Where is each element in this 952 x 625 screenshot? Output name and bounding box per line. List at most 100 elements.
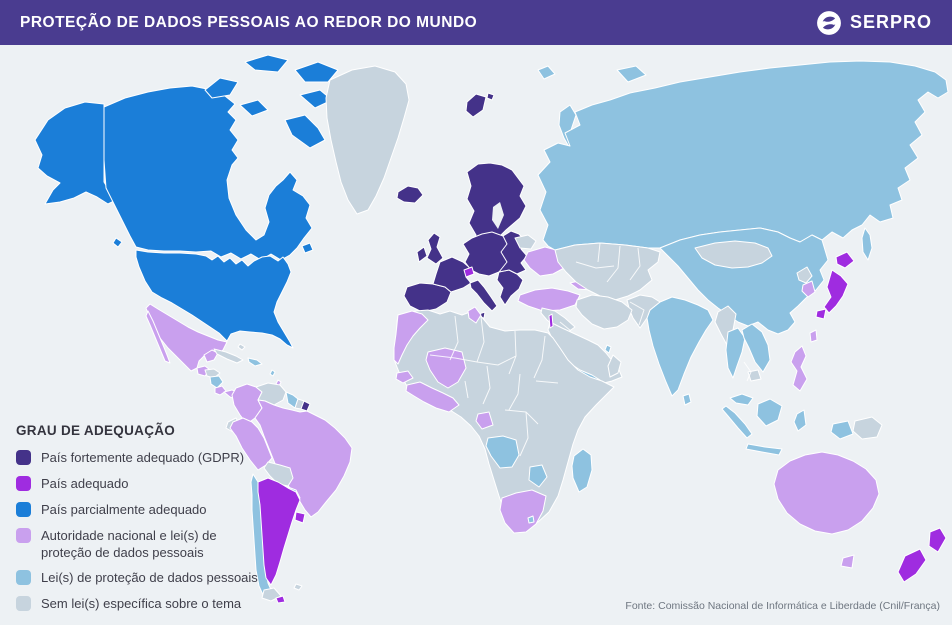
region-sumatra <box>721 405 753 439</box>
region-argentina <box>257 477 301 586</box>
region-antilles-1 <box>269 369 276 377</box>
serpro-logo-text: SERPRO <box>849 12 932 32</box>
region-senegal <box>395 370 414 384</box>
region-uruguay <box>294 511 306 524</box>
legend-title: GRAU DE ADEQUAÇÃO <box>16 423 176 438</box>
region-taiwan <box>809 329 818 343</box>
legend-items: País fortemente adequado (GDPR) País adeq… <box>16 450 316 613</box>
region-hispaniola <box>247 357 263 367</box>
region-honduras <box>204 368 221 379</box>
region-malaysia <box>729 393 754 406</box>
region-canada <box>103 85 313 261</box>
region-iberia <box>403 282 452 313</box>
legend-label-leis: Lei(s) de proteção de dados pessoais <box>41 570 258 586</box>
legend-swatch-autoridade <box>16 527 31 543</box>
region-belarus <box>514 234 537 250</box>
legend-swatch-adequado <box>16 475 31 491</box>
region-italy <box>469 279 498 312</box>
region-usa <box>135 249 294 349</box>
region-cambodia <box>747 369 762 382</box>
region-borneo <box>756 398 783 427</box>
region-yucatan <box>203 349 219 363</box>
region-ireland <box>416 246 428 263</box>
region-cuba <box>213 348 244 364</box>
region-mongolia <box>694 240 773 269</box>
region-thailand <box>725 327 746 379</box>
region-brazil <box>254 399 353 518</box>
region-vancouver-island <box>112 237 123 248</box>
legend-label-semlei: Sem lei(s) específica sobre o tema <box>41 596 242 612</box>
region-venezuela <box>255 382 287 406</box>
region-newfoundland <box>301 242 314 254</box>
region-qatar <box>604 344 612 354</box>
region-canada-arctic <box>204 54 339 149</box>
legend-item-semlei: Sem lei(s) específica sobre o tema <box>16 596 316 613</box>
region-bahamas <box>237 343 246 351</box>
region-morocco <box>393 310 429 365</box>
legend-swatch-leis <box>16 570 31 586</box>
legend-label-autoridade: Autoridade nacional e lei(s) de proteção… <box>41 527 217 560</box>
region-north-korea <box>796 266 813 284</box>
region-west-papua <box>830 420 854 440</box>
country-borders <box>429 242 752 457</box>
region-angola <box>485 435 520 469</box>
region-turkey <box>517 287 581 312</box>
region-greenland <box>325 65 410 215</box>
legend: GRAU DE ADEQUAÇÃO País fortemente adequa… <box>16 423 316 622</box>
region-franz-josef <box>537 65 556 80</box>
region-bolivia <box>263 461 294 487</box>
legend-item-parcial: País parcialmente adequado <box>16 501 316 519</box>
region-iran <box>575 294 633 330</box>
region-philippines <box>790 345 808 392</box>
region-tierra-del-fuego <box>275 595 286 604</box>
region-sakhalin <box>861 227 873 261</box>
region-kazakhstan <box>554 242 661 301</box>
region-svalbard <box>465 92 495 118</box>
legend-label-gdpr: País fortemente adequado (GDPR) <box>41 450 245 465</box>
region-nicaragua <box>209 375 224 389</box>
region-india <box>646 296 714 397</box>
region-java <box>745 443 783 456</box>
region-madagascar <box>571 448 593 493</box>
region-gabon <box>475 411 494 430</box>
legend-swatch-gdpr <box>16 450 31 465</box>
legend-item-autoridade: Autoridade nacional e lei(s) de proteção… <box>16 527 316 562</box>
region-japan <box>815 251 855 320</box>
region-png <box>852 416 883 440</box>
region-alaska <box>34 101 117 205</box>
legend-swatch-parcial <box>16 501 31 517</box>
region-uk <box>426 232 444 265</box>
region-tasmania <box>840 554 855 569</box>
region-switzerland <box>463 266 475 278</box>
region-israel <box>548 313 554 329</box>
region-vietnam-laos <box>741 323 771 373</box>
legend-swatch-semlei <box>16 596 31 612</box>
world-map <box>0 45 952 625</box>
region-costa-rica <box>214 385 227 396</box>
region-west-africa <box>405 381 460 413</box>
region-nz-south <box>897 548 927 583</box>
legend-label-parcial: País parcialmente adequado <box>41 501 207 517</box>
region-oman <box>607 354 622 378</box>
region-baja <box>145 310 171 364</box>
serpro-logo: SERPRO <box>816 10 932 36</box>
page-title: PROTEÇÃO DE DADOS PESSOAIS AO REDOR DO M… <box>20 13 478 31</box>
region-lesotho <box>527 515 535 524</box>
region-sri-lanka <box>682 393 692 406</box>
legend-label-adequado: País adequado <box>41 475 129 491</box>
region-sulawesi <box>793 409 807 432</box>
serpro-logo-icon <box>817 10 841 35</box>
region-south-africa <box>499 489 547 534</box>
region-iceland <box>396 185 424 204</box>
region-australia <box>773 451 880 535</box>
region-south-korea <box>801 280 816 298</box>
source-note: Fonte: Comissão Nacional de Informática … <box>625 600 940 612</box>
legend-item-gdpr: País fortemente adequado (GDPR) <box>16 450 316 467</box>
header: PROTEÇÃO DE DADOS PESSOAIS AO REDOR DO M… <box>0 0 952 45</box>
region-tunisia <box>467 306 482 324</box>
legend-item-adequado: País adequado <box>16 475 316 493</box>
region-zimbabwe <box>528 464 548 488</box>
region-france <box>432 256 472 293</box>
region-falklands <box>293 583 303 591</box>
